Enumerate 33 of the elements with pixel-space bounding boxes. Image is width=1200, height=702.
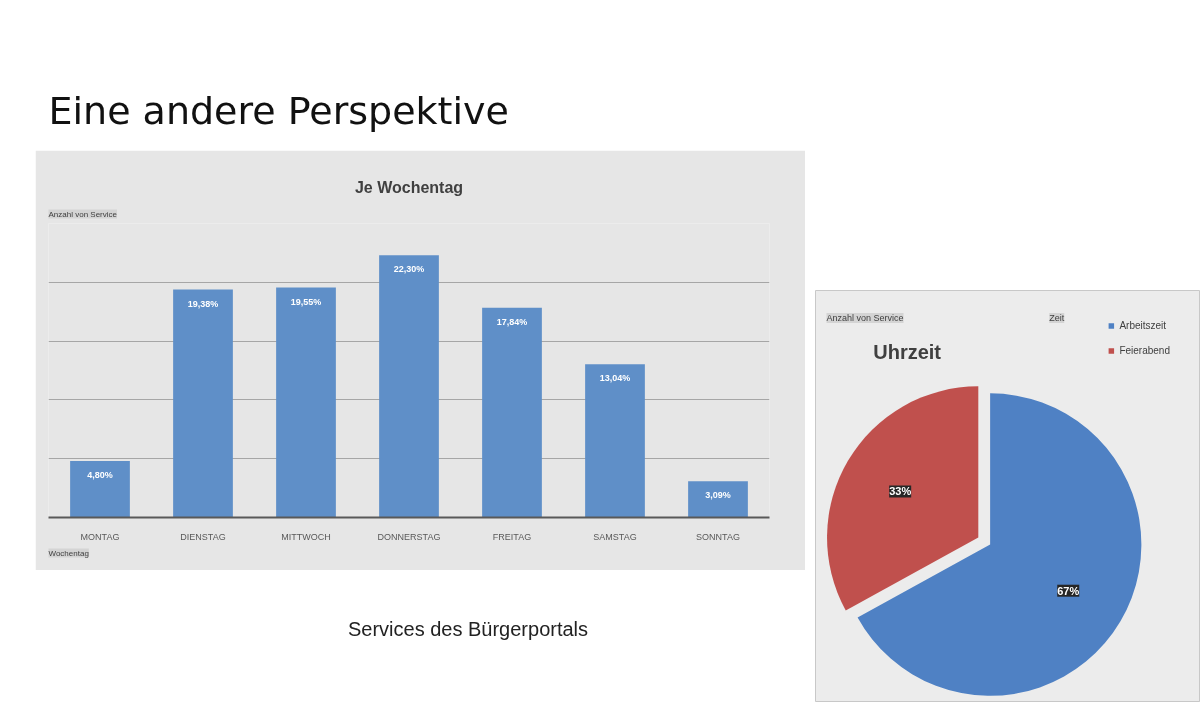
bar — [173, 289, 233, 518]
bar — [585, 364, 645, 518]
data-label: 19,38% — [187, 298, 219, 309]
text: Anzahl von Service — [826, 312, 904, 323]
x-tick-label: MONTAG — [80, 531, 120, 542]
x-tick-label: DONNERSTAG — [377, 531, 441, 542]
bar — [276, 287, 336, 518]
text: Wochentag — [48, 548, 89, 558]
bar — [482, 307, 542, 518]
text: Zeit — [1049, 312, 1065, 323]
x-tick-label: MITTWOCH — [281, 531, 331, 542]
data-label: 3,09% — [705, 490, 731, 501]
text: Uhrzeit — [873, 341, 942, 364]
x-tick-label: SONNTAG — [696, 531, 740, 542]
data-label: 19,55% — [290, 296, 322, 307]
bar — [379, 255, 439, 518]
legend-label: Feierabend — [1119, 345, 1170, 356]
chart-title: Je Wochentag — [354, 178, 464, 196]
text: Anzahl von Service — [48, 209, 118, 219]
x-tick-label: FREITAG — [492, 531, 532, 542]
data-label: 33% — [889, 485, 912, 498]
data-label: 67% — [1057, 584, 1080, 597]
x-tick-label: SAMSTAG — [593, 531, 637, 542]
x-tick-label: DIENSTAG — [180, 531, 226, 542]
legend-label: Arbeitszeit — [1119, 320, 1167, 331]
bar — [70, 461, 130, 518]
data-label: 22,30% — [393, 264, 425, 275]
data-label: 4,80% — [87, 470, 113, 481]
data-label: 17,84% — [496, 316, 528, 327]
bar — [688, 481, 748, 518]
text: Eine andere Perspektive — [48, 88, 509, 133]
data-label: 13,04% — [599, 373, 631, 384]
text: Services des Bürgerportals — [347, 617, 589, 640]
